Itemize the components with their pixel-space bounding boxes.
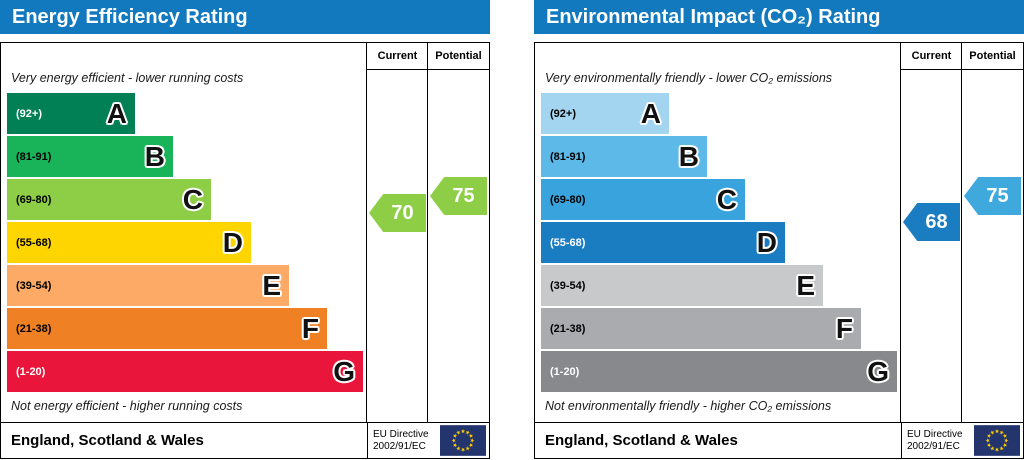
band-letter: F [835,312,853,344]
chart-footer: England, Scotland & Wales EU Directive 2… [1,422,489,458]
band-bar-B: (81-91) B [7,136,173,177]
bands: (92+) A (81-91) B (69-80) C (55-68) D (39-54) E (2… [541,93,897,394]
bands: (92+) A (81-91) B (69-80) C (55-68) D (39-54) E (2… [7,93,363,394]
potential-column-header: Potential [962,43,1023,70]
top-note: Very energy efficient - lower running co… [11,71,244,85]
band-letter: C [182,183,203,215]
band-letter: C [716,183,737,215]
band-row-C: (69-80) C [541,179,897,220]
band-row-F: (21-38) F [7,308,363,349]
footer-region-label: England, Scotland & Wales [11,432,204,449]
band-range-label: (21-38) [16,322,52,335]
current-column: Current 70 [366,43,428,423]
band-row-F: (21-38) F [541,308,897,349]
band-bar-D: (55-68) D [7,222,251,263]
band-row-D: (55-68) D [541,222,897,263]
band-range-label: (69-80) [16,193,52,206]
band-letter: E [262,269,281,301]
band-bar-A: (92+) A [541,93,669,134]
band-letter: F [301,312,319,344]
band-row-G: (1-20) G [541,351,897,392]
band-letter: B [144,140,165,172]
eu-flag-icon [974,425,1020,456]
band-range-label: (21-38) [550,322,586,335]
band-bar-G: (1-20) G [7,351,363,392]
band-row-B: (81-91) B [7,136,363,177]
chart-title-bar: Environmental Impact (CO₂) Rating [534,0,1024,34]
current-column-header: Current [901,43,962,70]
footer-directive-cell: EU Directive 2002/91/EC [367,423,489,458]
environmental-impact-chart: Environmental Impact (CO₂) Rating Very e… [534,0,1024,460]
band-range-label: (55-68) [16,236,52,249]
band-row-A: (92+) A [541,93,897,134]
top-note: Very environmentally friendly - lower CO… [545,71,833,85]
eu-directive-label: EU Directive 2002/91/EC [907,428,963,452]
band-row-D: (55-68) D [7,222,363,263]
band-letter: B [678,140,699,172]
band-range-label: (1-20) [550,365,580,378]
band-range-label: (92+) [16,107,42,120]
footer-directive-cell: EU Directive 2002/91/EC [901,423,1023,458]
band-range-label: (92+) [550,107,576,120]
band-bar-C: (69-80) C [7,179,211,220]
band-letter: A [640,97,661,129]
band-row-C: (69-80) C [7,179,363,220]
band-bar-F: (21-38) F [7,308,327,349]
band-range-label: (39-54) [550,279,586,292]
band-bar-B: (81-91) B [541,136,707,177]
chart-title: Environmental Impact (CO₂) Rating [546,5,881,28]
chart-title: Energy Efficiency Rating [12,5,248,28]
band-letter: D [222,226,243,258]
band-bar-A: (92+) A [7,93,135,134]
potential-rating-arrow: 75 [430,177,487,215]
eu-directive-label: EU Directive 2002/91/EC [373,428,429,452]
band-range-label: (39-54) [16,279,52,292]
potential-rating-arrow: 75 [964,177,1021,215]
chart-footer: England, Scotland & Wales EU Directive 2… [535,422,1023,458]
band-letter: G [333,355,355,387]
chart-box: Very energy efficient - lower running co… [0,42,490,459]
band-bar-D: (55-68) D [541,222,785,263]
bottom-note: Not environmentally friendly - higher CO… [545,399,832,413]
band-bar-F: (21-38) F [541,308,861,349]
band-letter: D [756,226,777,258]
potential-column: Potential 75 [427,43,489,423]
footer-region-label: England, Scotland & Wales [545,432,738,449]
current-rating-arrow: 68 [903,203,960,241]
current-column-header: Current [367,43,428,70]
potential-column-header: Potential [428,43,489,70]
band-row-E: (39-54) E [541,265,897,306]
band-range-label: (81-91) [16,150,52,163]
band-row-E: (39-54) E [7,265,363,306]
bottom-note: Not energy efficient - higher running co… [11,399,243,413]
eu-flag-icon [440,425,486,456]
band-range-label: (81-91) [550,150,586,163]
current-rating-arrow: 70 [369,194,426,232]
band-bar-C: (69-80) C [541,179,745,220]
potential-column: Potential 75 [961,43,1023,423]
current-column: Current 68 [900,43,962,423]
band-row-A: (92+) A [7,93,363,134]
band-bar-G: (1-20) G [541,351,897,392]
band-range-label: (69-80) [550,193,586,206]
band-letter: G [867,355,889,387]
chart-title-bar: Energy Efficiency Rating [0,0,490,34]
band-row-G: (1-20) G [7,351,363,392]
band-range-label: (55-68) [550,236,586,249]
band-letter: E [796,269,815,301]
energy-efficiency-chart: Energy Efficiency Rating Very energy eff… [0,0,490,460]
band-row-B: (81-91) B [541,136,897,177]
band-letter: A [106,97,127,129]
band-bar-E: (39-54) E [7,265,289,306]
band-range-label: (1-20) [16,365,46,378]
chart-box: Very environmentally friendly - lower CO… [534,42,1024,459]
band-bar-E: (39-54) E [541,265,823,306]
